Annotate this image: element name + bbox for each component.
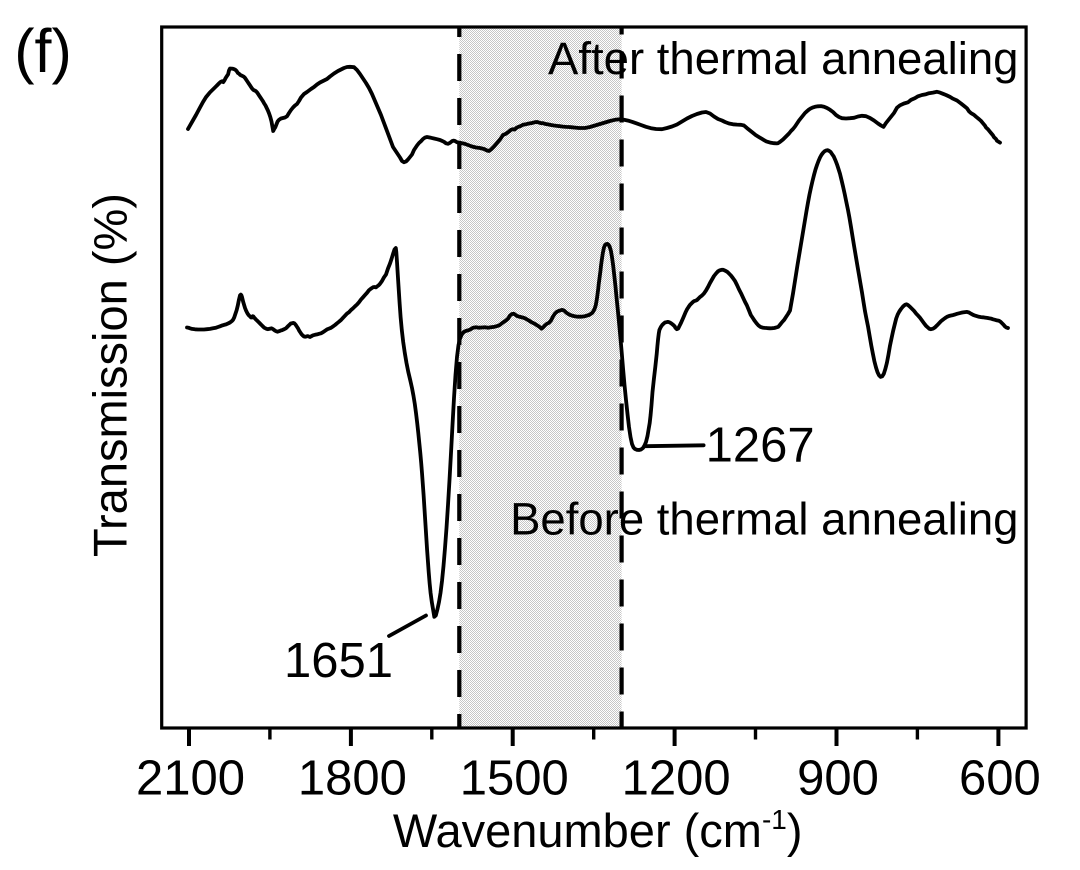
svg-text:After thermal annealing: After thermal annealing [548, 33, 1018, 84]
svg-text:Before thermal annealing: Before thermal annealing [510, 493, 1018, 544]
svg-text:1267: 1267 [706, 419, 815, 473]
svg-text:1800: 1800 [298, 752, 407, 806]
svg-text:2100: 2100 [136, 752, 245, 806]
svg-text:1651: 1651 [284, 634, 393, 688]
svg-text:600: 600 [959, 752, 1041, 806]
svg-text:Wavenumber (cm-1): Wavenumber (cm-1) [393, 804, 803, 857]
svg-text:Transmission (%): Transmission (%) [84, 193, 137, 557]
svg-text:(f): (f) [14, 17, 72, 85]
svg-text:1500: 1500 [460, 752, 569, 806]
svg-text:900: 900 [797, 752, 879, 806]
svg-text:1200: 1200 [622, 752, 731, 806]
